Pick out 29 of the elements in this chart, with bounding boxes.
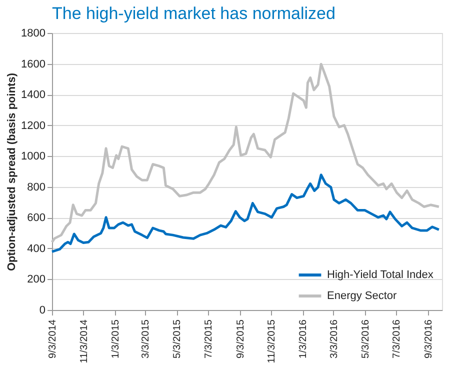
legend-label: Energy Sector <box>327 290 398 302</box>
x-tick-label: 7/3/2016 <box>392 319 403 358</box>
line-series <box>50 62 440 244</box>
y-tick-label: 600 <box>27 212 46 224</box>
x-tick-label: 1/3/2015 <box>110 319 122 358</box>
y-axis-title: Option-adjusted spread (basis points) <box>6 72 18 272</box>
y-tick-label: 0 <box>39 304 46 316</box>
y-tick-label: 200 <box>27 274 46 286</box>
x-tick-label: 9/3/2014 <box>48 319 58 358</box>
y-tick-label: 1600 <box>21 58 46 70</box>
x-tick-label: 9/3/2015 <box>235 319 246 358</box>
y-tick-label: 400 <box>27 242 46 255</box>
x-tick-label: 11/3/2015 <box>266 319 278 364</box>
legend-label: High-Yield Total Index <box>327 269 434 281</box>
x-tick-label: 1/3/2016 <box>298 319 310 358</box>
line-series <box>50 174 440 253</box>
chart-title: The high-yield market has normalized <box>52 4 336 23</box>
y-tick-label: 1800 <box>21 28 46 40</box>
x-tick-label: 3/3/2015 <box>140 319 152 358</box>
x-tick-label: 3/3/2016 <box>328 319 340 358</box>
y-tick-label: 1200 <box>21 120 46 132</box>
y-tick-label: 1000 <box>21 150 46 163</box>
y-tick-label: 800 <box>27 181 46 194</box>
y-tick-label: 1400 <box>21 89 46 102</box>
x-tick-label: 11/3/2014 <box>78 319 90 364</box>
x-tick-label: 7/3/2015 <box>203 319 214 358</box>
x-tick-label: 9/3/2016 <box>424 319 435 358</box>
x-tick-label: 5/3/2015 <box>172 319 184 358</box>
x-tick-label: 5/3/2016 <box>360 319 372 358</box>
